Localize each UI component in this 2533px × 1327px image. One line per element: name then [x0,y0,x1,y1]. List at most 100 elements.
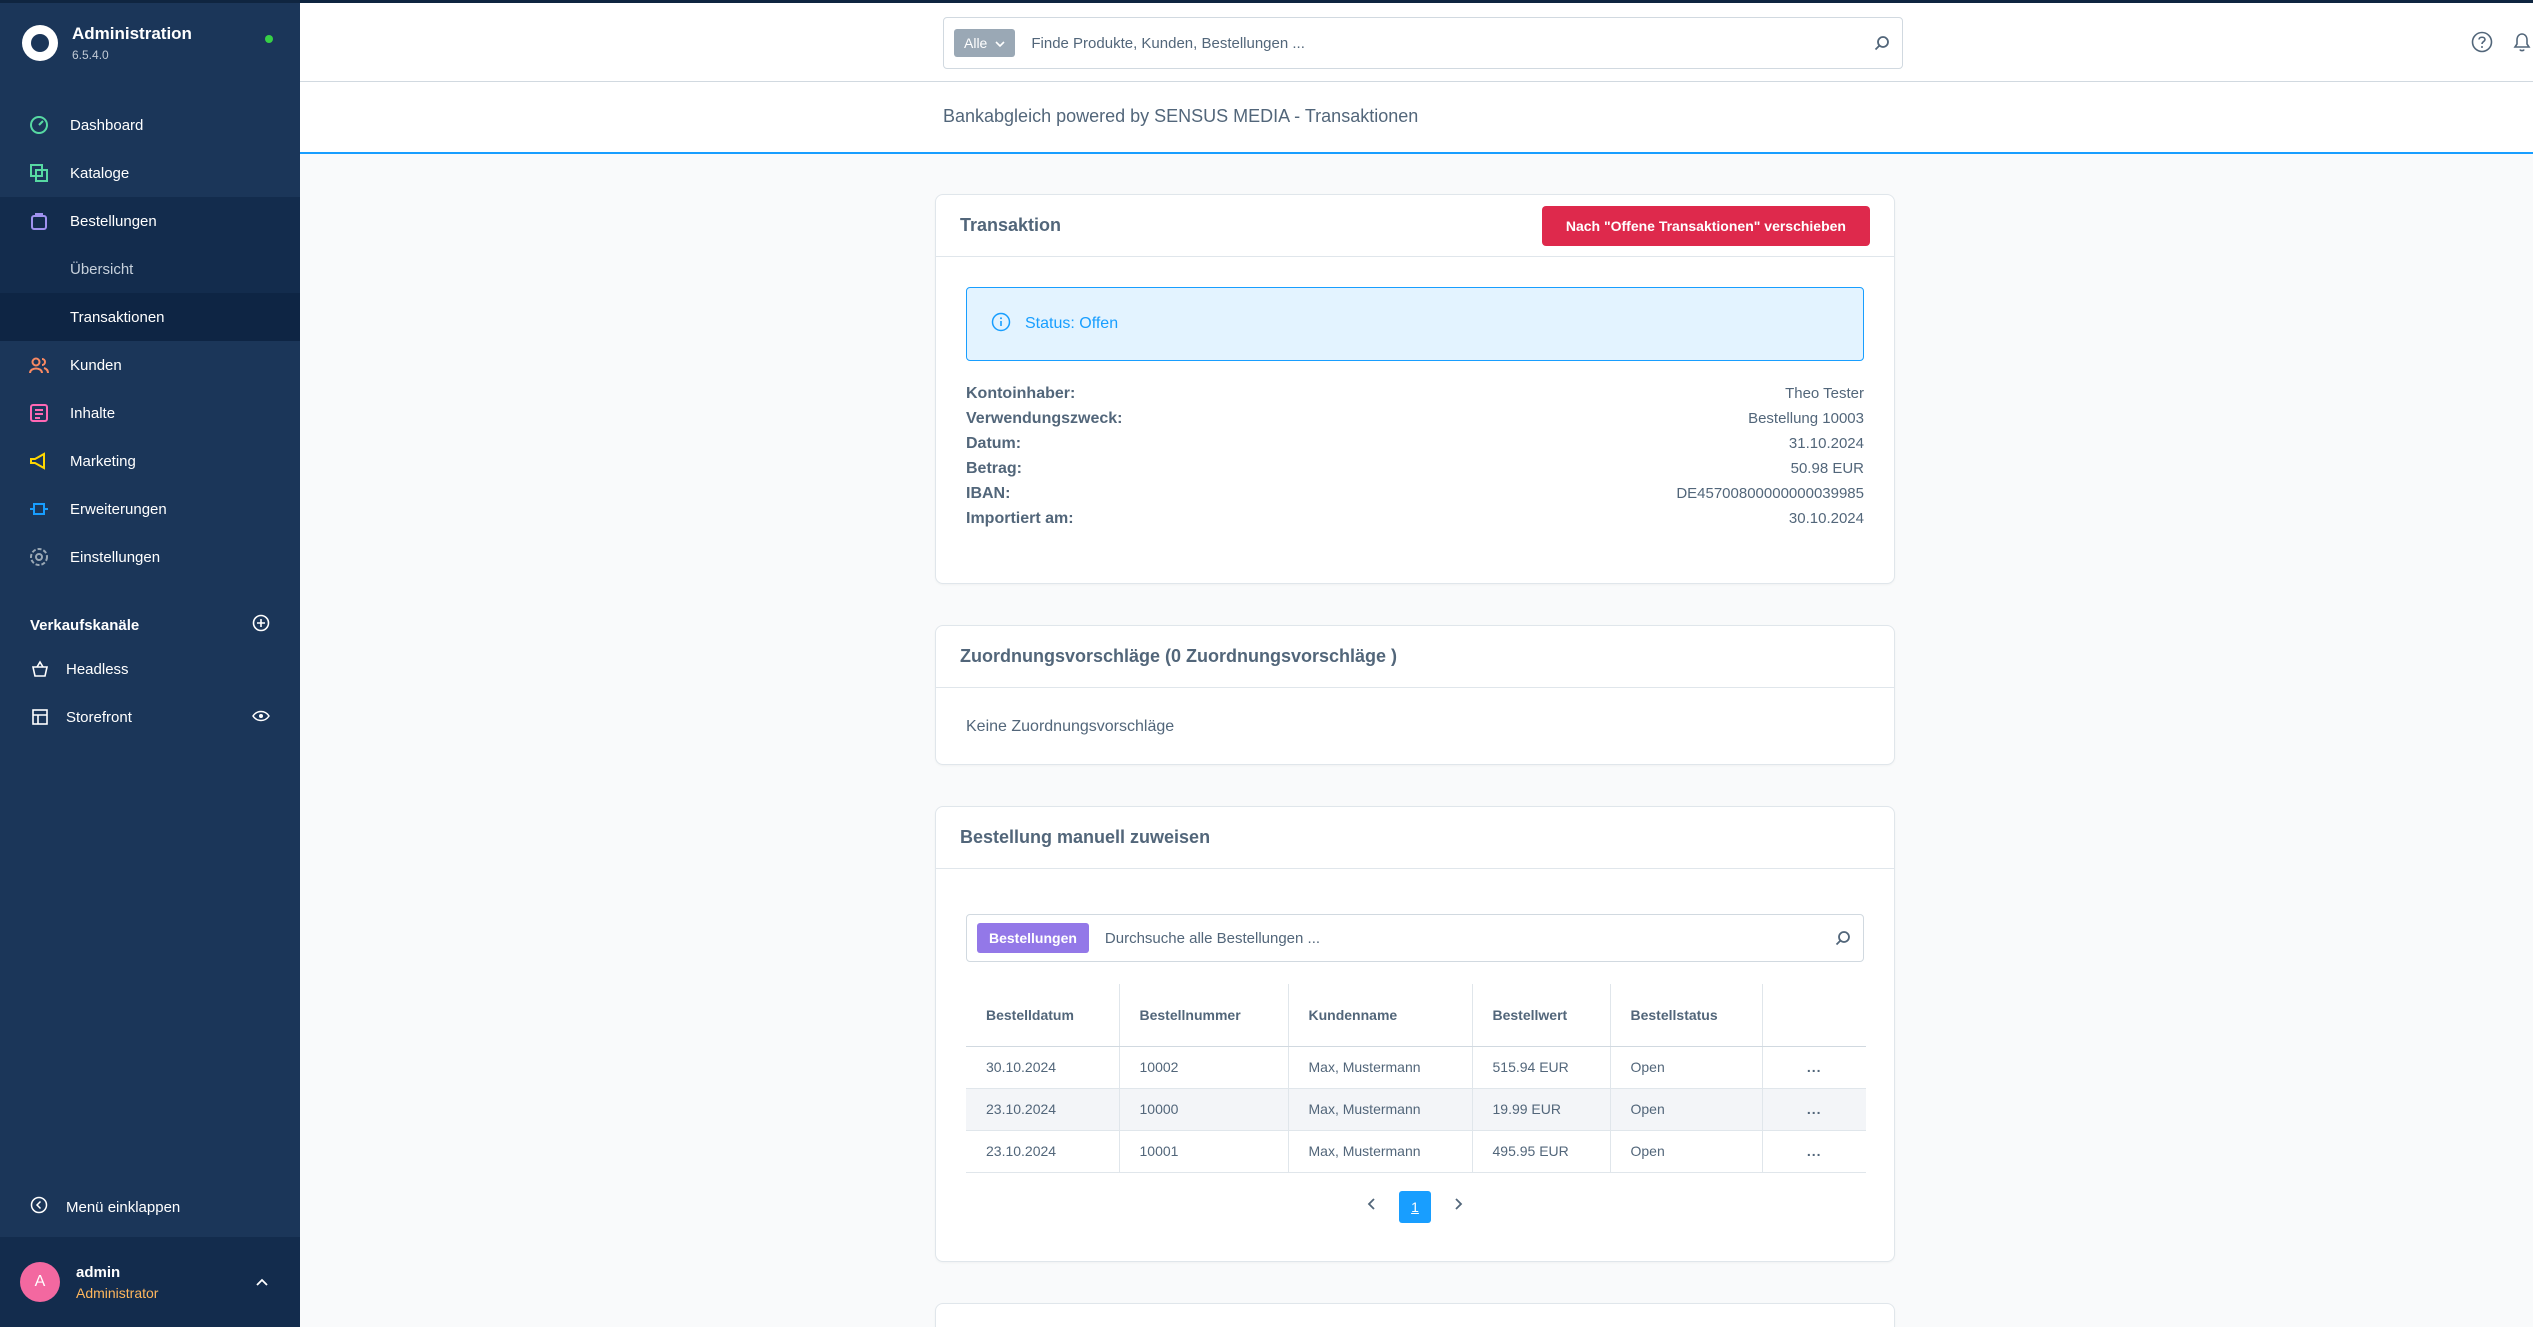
column-header-date[interactable]: Bestelldatum [966,984,1120,1047]
shopware-logo-icon[interactable] [22,25,58,61]
page-header: Bankabgleich powered by SENSUS MEDIA - T… [300,82,2533,154]
order-search-input[interactable] [1104,929,1823,947]
row-actions-button[interactable]: ... [1762,1088,1866,1131]
basket-icon [30,660,50,678]
sidebar-item-label: Bestellungen [70,212,157,230]
empty-state-text: Keine Zuordnungsvorschläge [966,718,1175,735]
collapse-menu-button[interactable]: Menü einklappen [0,1183,300,1231]
page-button-current[interactable]: 1 [1399,1190,1431,1223]
assignment-suggestions-card: Zuordnungsvorschläge (0 Zuordnungsvorsch… [935,625,1895,765]
search-icon[interactable] [1823,930,1863,946]
sales-channel-headless[interactable]: Headless [0,645,300,693]
avatar: A [20,1262,60,1302]
search-icon[interactable] [1862,35,1902,51]
detail-row: Verwendungszweck: Bestellung 10003 [966,406,1864,431]
next-page-icon[interactable] [1453,1197,1463,1216]
sidebar-item-transactions[interactable]: Transaktionen [0,293,300,341]
cell-status: Open [1610,1088,1763,1131]
table-row[interactable]: 23.10.2024 10001 Max, Mustermann 495.95 … [966,1130,1866,1173]
sidebar-item-label: Transaktionen [70,308,165,326]
sidebar-item-label: Kataloge [70,164,130,182]
transaction-details: Kontoinhaber: Theo Tester Verwendungszwec… [966,381,1864,531]
brand: Administration 6.5.4.0 [0,3,300,83]
topbar: Alle [300,0,2533,82]
card-title: Zuordnungsvorschläge (0 Zuordnungsvorsch… [960,646,1398,666]
cell-status: Open [1610,1046,1763,1089]
customers-icon [28,354,50,376]
sales-channels-title: Verkaufskanäle [30,616,140,634]
search-input[interactable] [1031,34,1862,52]
column-header-customer[interactable]: Kundenname [1288,984,1473,1047]
app-version: 6.5.4.0 [72,48,109,62]
column-header-actions [1762,984,1866,1047]
order-search-tag[interactable]: Bestellungen [977,923,1089,953]
extensions-icon [28,498,50,520]
online-status-dot [265,35,273,43]
table-row[interactable]: 23.10.2024 10000 Max, Mustermann 19.99 E… [966,1088,1866,1131]
chevron-up-icon[interactable] [256,1273,268,1289]
column-header-value[interactable]: Bestellwert [1472,984,1611,1047]
dashboard-icon [28,114,50,136]
card-title: Bestellung manuell zuweisen [960,827,1211,847]
search-type-select[interactable]: Alle [954,29,1016,57]
eye-icon[interactable] [252,709,270,726]
table-header-row: Bestelldatum Bestellnummer Kundenname Be… [966,984,1866,1047]
detail-label: Importiert am: [966,509,1074,527]
cell-number: 10002 [1119,1046,1289,1089]
bell-icon[interactable] [2511,31,2533,58]
sidebar-item-catalogs[interactable]: Kataloge [0,149,300,197]
sidebar-item-overview[interactable]: Übersicht [0,245,300,293]
card-header: Bestellung manuell zuweisen [936,807,1894,869]
column-header-status[interactable]: Bestellstatus [1610,984,1763,1047]
detail-label: Verwendungszweck: [966,409,1123,427]
row-actions-button[interactable]: ... [1762,1046,1866,1089]
move-to-open-transactions-button[interactable]: Nach "Offene Transaktionen" verschieben [1541,205,1870,246]
sales-channel-label: Storefront [66,708,132,726]
content-icon [28,402,50,424]
user-role: Administrator [76,1284,159,1301]
page-title: Bankabgleich powered by SENSUS MEDIA - T… [943,106,1419,126]
cell-value: 19.99 EUR [1472,1088,1611,1131]
help-icon[interactable] [2471,31,2493,58]
global-search: Alle [943,17,1903,69]
sidebar-item-orders[interactable]: Bestellungen [0,197,300,245]
sales-channels-header: Verkaufskanäle [0,605,300,645]
user-menu[interactable]: A admin Administrator [0,1237,300,1327]
sidebar-item-label: Kunden [70,356,122,374]
detail-row: Kontoinhaber: Theo Tester [966,381,1864,406]
prev-page-icon[interactable] [1367,1197,1377,1216]
cell-value: 495.95 EUR [1472,1130,1611,1173]
detail-label: Betrag: [966,459,1023,477]
detail-row: Datum: 31.10.2024 [966,431,1864,456]
sidebar-item-customers[interactable]: Kunden [0,341,300,389]
sidebar-item-extensions[interactable]: Erweiterungen [0,485,300,533]
sidebar-item-marketing[interactable]: Marketing [0,437,300,485]
sales-channel-label: Headless [66,660,129,678]
detail-label: Kontoinhaber: [966,384,1076,402]
sidebar-item-content[interactable]: Inhalte [0,389,300,437]
user-name: admin [76,1263,121,1281]
top-icons [2471,31,2533,58]
detail-row: IBAN: DE45700800000000039985 [966,481,1864,506]
sales-channel-storefront[interactable]: Storefront [0,693,300,741]
sidebar: Administration 6.5.4.0 Dashboard Katalog… [0,0,300,1327]
sidebar-item-label: Marketing [70,452,136,470]
detail-value: 31.10.2024 [1788,435,1864,452]
chevron-left-circle-icon [30,1196,48,1218]
add-sales-channel-icon[interactable] [252,614,270,636]
sidebar-item-dashboard[interactable]: Dashboard [0,101,300,149]
info-icon [991,312,1011,337]
row-actions-button[interactable]: ... [1762,1130,1866,1173]
card-header: Transaktion Nach "Offene Transaktionen" … [936,195,1894,257]
sidebar-item-label: Einstellungen [70,548,161,566]
next-card-partial [935,1303,1895,1327]
cell-date: 23.10.2024 [966,1088,1120,1131]
marketing-icon [28,450,50,472]
cell-date: 23.10.2024 [966,1130,1120,1173]
sidebar-item-settings[interactable]: Einstellungen [0,533,300,581]
column-header-number[interactable]: Bestellnummer [1119,984,1289,1047]
storefront-icon [30,708,50,726]
table-row[interactable]: 30.10.2024 10002 Max, Mustermann 515.94 … [966,1046,1866,1089]
card-header: Zuordnungsvorschläge (0 Zuordnungsvorsch… [936,626,1894,688]
main-nav: Dashboard Kataloge Bestellungen Übersich… [0,101,300,581]
